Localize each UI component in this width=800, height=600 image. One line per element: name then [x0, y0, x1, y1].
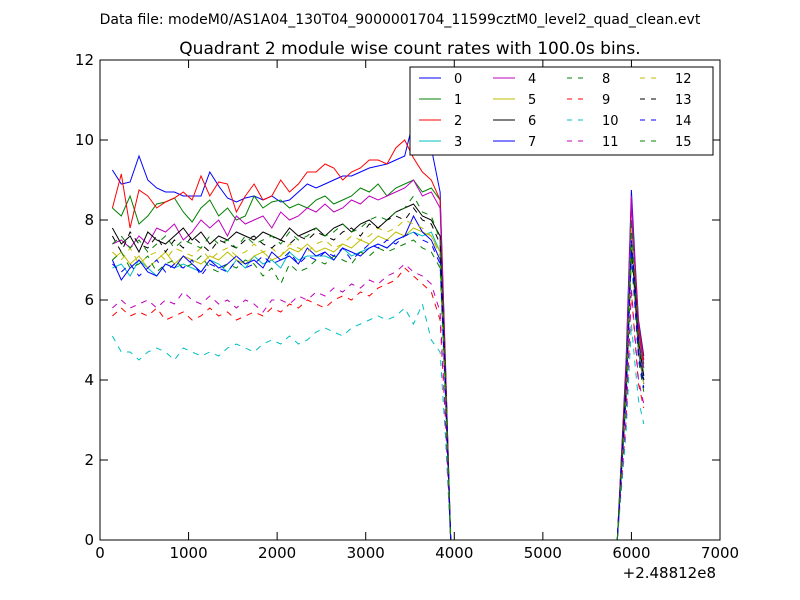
- legend-label-0: 0: [454, 72, 462, 87]
- legend-frame: [409, 66, 714, 156]
- legend-label-5: 5: [528, 93, 536, 108]
- y-tick-label: 12: [75, 51, 94, 69]
- x-tick-label: 5000: [524, 544, 562, 562]
- legend-label-1: 1: [454, 93, 462, 108]
- x-tick-label: 4000: [435, 544, 473, 562]
- y-tick-label: 2: [84, 451, 94, 469]
- x-tick-label: 0: [95, 544, 105, 562]
- series-layer: [111, 118, 645, 541]
- y-tick-label: 0: [84, 531, 94, 549]
- legend-label-13: 13: [675, 93, 692, 108]
- series-line-5: [112, 227, 645, 541]
- legend-label-11: 11: [602, 135, 619, 150]
- legend-label-6: 6: [528, 114, 536, 129]
- series-line-4: [112, 179, 645, 541]
- series-line-3: [112, 231, 645, 541]
- x-tick-label: 3000: [347, 544, 385, 562]
- series-line-9: [112, 267, 645, 541]
- y-tick-label: 8: [84, 211, 94, 229]
- series-line-0: [111, 118, 645, 541]
- series-line-7: [111, 214, 645, 541]
- y-tick-label: 4: [84, 371, 94, 389]
- legend-label-3: 3: [454, 135, 462, 150]
- legend-label-8: 8: [602, 72, 610, 87]
- x-tick-label: 2000: [258, 544, 296, 562]
- series-line-13: [111, 207, 645, 541]
- series-line-1: [112, 179, 645, 541]
- series-line-14: [112, 231, 645, 541]
- x-tick-label: 1000: [169, 544, 207, 562]
- x-tick-label: 6000: [612, 544, 650, 562]
- legend-label-2: 2: [454, 114, 462, 129]
- legend-label-4: 4: [528, 72, 536, 87]
- y-tick-label: 6: [84, 291, 94, 309]
- legend-label-14: 14: [675, 114, 692, 129]
- x-tick-label: 7000: [701, 544, 739, 562]
- series-line-8: [112, 239, 645, 541]
- legend-label-9: 9: [602, 93, 610, 108]
- legend-label-12: 12: [675, 72, 692, 87]
- chart-title: Quadrant 2 module wise count rates with …: [179, 39, 640, 59]
- legend-label-10: 10: [602, 114, 619, 129]
- x-axis-offset-label: +2.48812e8: [623, 564, 716, 582]
- legend-label-7: 7: [528, 135, 536, 150]
- series-line-10: [111, 302, 645, 541]
- legend-label-15: 15: [675, 135, 692, 150]
- data-file-caption: Data file: modeM0/AS1A04_130T04_90000017…: [100, 12, 701, 28]
- y-tick-label: 10: [75, 131, 94, 149]
- series-line-11: [112, 263, 645, 541]
- series-line-6: [111, 203, 645, 541]
